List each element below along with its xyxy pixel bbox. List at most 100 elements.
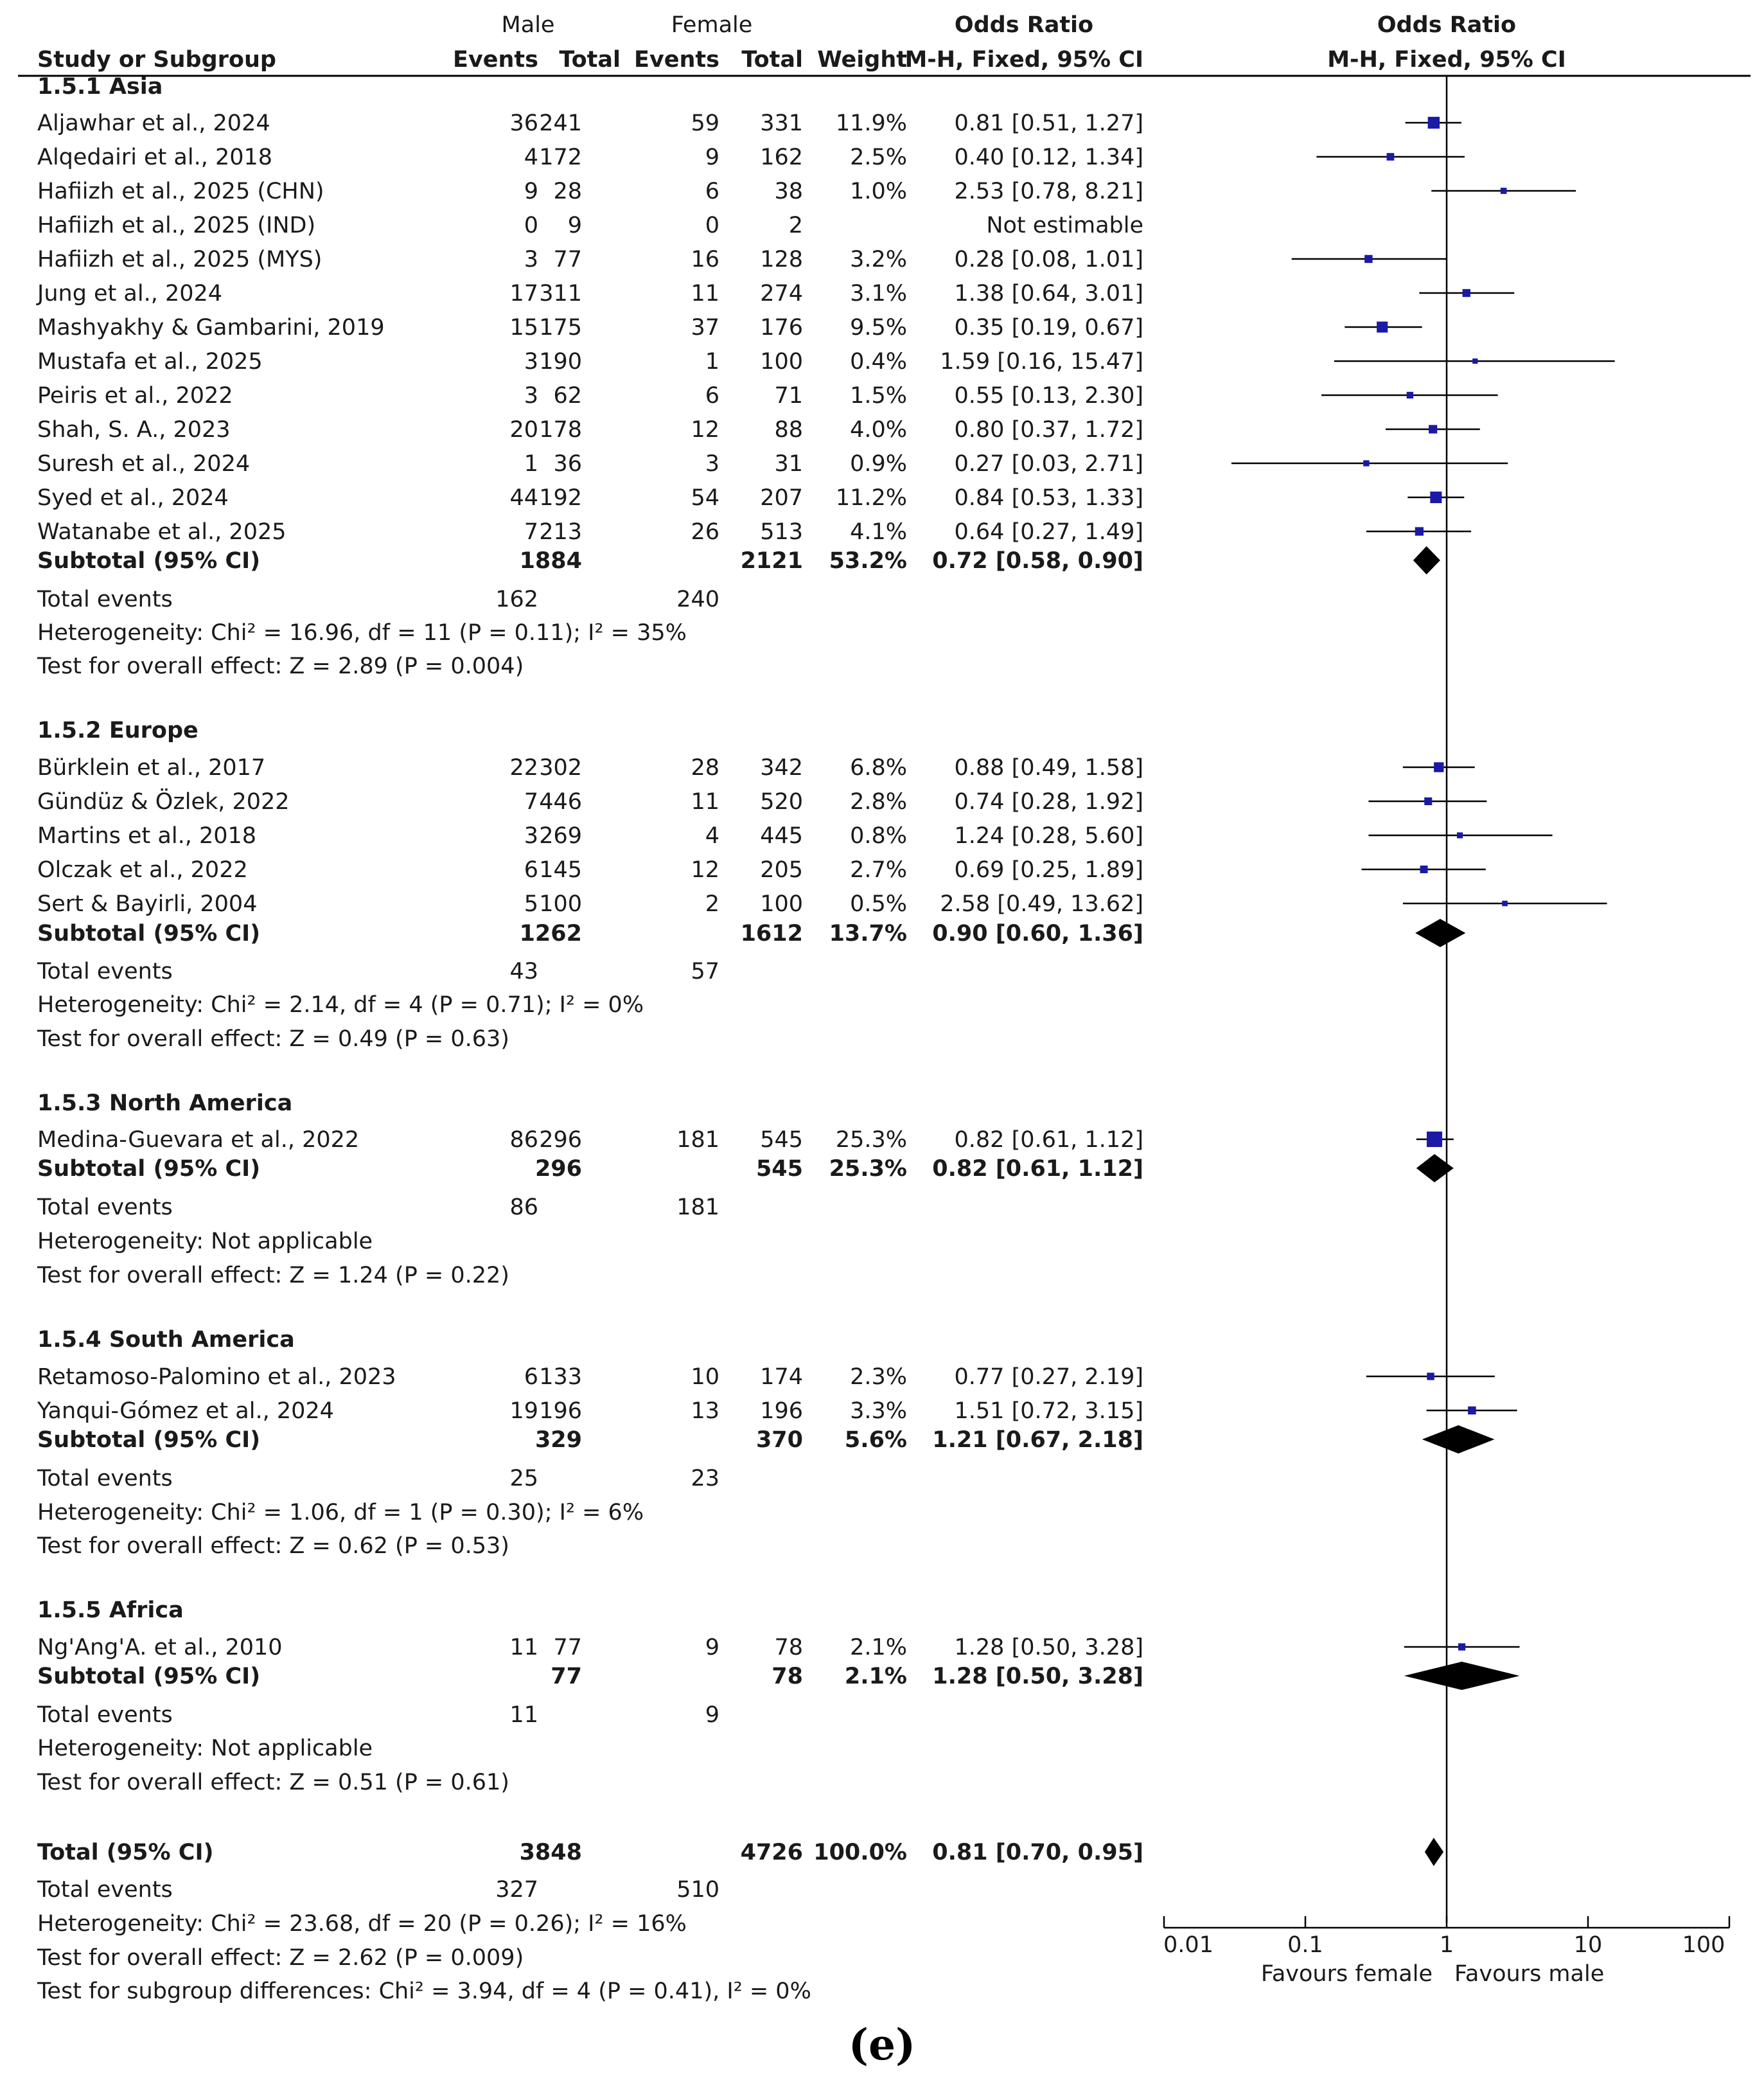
x-tick-label: 0.01 bbox=[1163, 1932, 1213, 1958]
study-name: Suresh et al., 2024 bbox=[37, 451, 250, 477]
effect-square bbox=[1456, 832, 1463, 839]
subtotal-label: Subtotal (95% CI) bbox=[37, 921, 260, 947]
total-events-female: 23 bbox=[691, 1466, 719, 1491]
effect-square bbox=[1427, 116, 1440, 129]
study-male-total: 269 bbox=[539, 823, 582, 849]
study-female-total: 445 bbox=[760, 823, 803, 849]
study-female-events: 10 bbox=[691, 1364, 719, 1390]
study-weight: 3.1% bbox=[850, 281, 907, 307]
study-weight: 2.1% bbox=[850, 1635, 907, 1660]
study-or-ci: 0.55 [0.13, 2.30] bbox=[955, 383, 1143, 409]
effect-square bbox=[1468, 1406, 1476, 1415]
study-female-events: 6 bbox=[705, 179, 719, 204]
total-female-total: 4726 bbox=[741, 1840, 803, 1865]
effect-square bbox=[1364, 254, 1373, 263]
study-or-ci: 0.69 [0.25, 1.89] bbox=[955, 857, 1143, 883]
study-name: Olczak et al., 2022 bbox=[37, 857, 248, 883]
study-male-total: 175 bbox=[539, 315, 582, 341]
study-or-ci: 1.38 [0.64, 3.01] bbox=[955, 281, 1143, 307]
effect-square bbox=[1406, 391, 1414, 399]
study-or-ci: 1.51 [0.72, 3.15] bbox=[955, 1398, 1143, 1424]
study-female-events: 2 bbox=[705, 891, 719, 917]
study-female-total: 100 bbox=[760, 891, 803, 917]
study-weight: 2.8% bbox=[850, 789, 907, 815]
study-female-events: 4 bbox=[705, 823, 719, 849]
subtotal-label: Subtotal (95% CI) bbox=[37, 1156, 260, 1182]
total-events-male: 11 bbox=[509, 1702, 538, 1728]
study-weight: 1.0% bbox=[850, 179, 907, 204]
study-male-total: 172 bbox=[539, 145, 582, 170]
subtotal-female-total: 2121 bbox=[741, 548, 803, 574]
subtotal-diamond bbox=[1415, 919, 1466, 947]
total-male-total: 3848 bbox=[520, 1840, 582, 1865]
study-weight: 4.0% bbox=[850, 417, 907, 443]
effect-square bbox=[1363, 460, 1370, 467]
study-female-total: 274 bbox=[760, 281, 803, 307]
study-name: Retamoso-Palomino et al., 2023 bbox=[37, 1364, 396, 1390]
study-male-total: 446 bbox=[539, 789, 582, 815]
study-or-ci: 0.40 [0.12, 1.34] bbox=[955, 145, 1143, 170]
study-female-total: 205 bbox=[760, 857, 803, 883]
study-name: Hafiizh et al., 2025 (CHN) bbox=[37, 179, 324, 204]
study-name: Bürklein et al., 2017 bbox=[37, 755, 265, 781]
total-events-female: 510 bbox=[676, 1877, 719, 1903]
study-male-total: 36 bbox=[553, 451, 582, 477]
study-or-ci: 0.28 [0.08, 1.01] bbox=[955, 247, 1143, 272]
total-events-female: 240 bbox=[676, 587, 719, 612]
study-male-total: 77 bbox=[553, 247, 582, 272]
header-female-total: Total bbox=[741, 47, 803, 73]
effect-square bbox=[1500, 188, 1507, 194]
study-female-total: 520 bbox=[760, 789, 803, 815]
study-name: Ng'Ang'A. et al., 2010 bbox=[37, 1635, 283, 1660]
study-female-total: 2 bbox=[789, 213, 803, 238]
study-male-total: 311 bbox=[539, 281, 582, 307]
effect-square bbox=[1429, 425, 1438, 434]
effect-square bbox=[1434, 762, 1444, 772]
study-name: Alqedairi et al., 2018 bbox=[37, 145, 272, 170]
favours-male-label: Favours male bbox=[1454, 1961, 1604, 1987]
favours-female-label: Favours female bbox=[1261, 1961, 1433, 1987]
study-or-ci: 1.59 [0.16, 15.47] bbox=[940, 349, 1143, 375]
effect-square bbox=[1427, 1373, 1434, 1380]
study-male-total: 178 bbox=[539, 417, 582, 443]
study-name: Mustafa et al., 2025 bbox=[37, 349, 263, 375]
study-male-events: 3 bbox=[524, 383, 538, 409]
header-female-events: Events bbox=[634, 47, 719, 73]
study-female-events: 12 bbox=[691, 417, 719, 443]
study-or-ci: 0.81 [0.51, 1.27] bbox=[955, 111, 1143, 136]
overall-effect-text: Test for overall effect: Z = 2.62 (P = 0… bbox=[37, 1945, 524, 1971]
study-name: Sert & Bayirli, 2004 bbox=[37, 891, 257, 917]
total-events-label: Total events bbox=[37, 1702, 173, 1728]
subtotal-diamond bbox=[1413, 546, 1440, 574]
total-or-ci: 0.81 [0.70, 0.95] bbox=[932, 1840, 1143, 1865]
study-male-events: 17 bbox=[509, 281, 538, 307]
effect-square bbox=[1502, 900, 1508, 907]
header-male-events: Events bbox=[453, 47, 538, 73]
x-tick-label: 10 bbox=[1574, 1932, 1603, 1958]
subgroup-title: 1.5.4 South America bbox=[37, 1327, 295, 1353]
study-weight: 0.5% bbox=[850, 891, 907, 917]
subtotal-or-ci: 0.72 [0.58, 0.90] bbox=[932, 548, 1143, 574]
subtotal-or-ci: 1.28 [0.50, 3.28] bbox=[932, 1664, 1143, 1689]
study-male-events: 5 bbox=[524, 891, 538, 917]
total-events-male: 43 bbox=[509, 959, 538, 984]
study-male-events: 9 bbox=[524, 179, 538, 204]
subgroup-title: 1.5.3 North America bbox=[37, 1090, 292, 1116]
study-female-total: 513 bbox=[760, 519, 803, 545]
study-name: Hafiizh et al., 2025 (IND) bbox=[37, 213, 315, 238]
study-name: Aljawhar et al., 2024 bbox=[37, 111, 270, 136]
study-or-ci: 0.74 [0.28, 1.92] bbox=[955, 789, 1143, 815]
header-weight: Weight bbox=[817, 47, 907, 73]
heterogeneity-text: Heterogeneity: Not applicable bbox=[37, 1736, 373, 1761]
total-diamond bbox=[1424, 1838, 1444, 1866]
total-events-label: Total events bbox=[37, 1466, 173, 1491]
study-name: Gündüz & Özlek, 2022 bbox=[37, 788, 290, 815]
study-female-total: 174 bbox=[760, 1364, 803, 1390]
subtotal-female-total: 1612 bbox=[741, 921, 803, 947]
header-plot-odds-ratio: Odds Ratio bbox=[1377, 12, 1516, 38]
x-tick-label: 0.1 bbox=[1287, 1932, 1323, 1958]
study-male-events: 1 bbox=[524, 451, 538, 477]
study-female-events: 13 bbox=[691, 1398, 719, 1424]
total-events-female: 9 bbox=[705, 1702, 719, 1728]
heterogeneity-text: Heterogeneity: Chi² = 23.68, df = 20 (P … bbox=[37, 1911, 687, 1937]
